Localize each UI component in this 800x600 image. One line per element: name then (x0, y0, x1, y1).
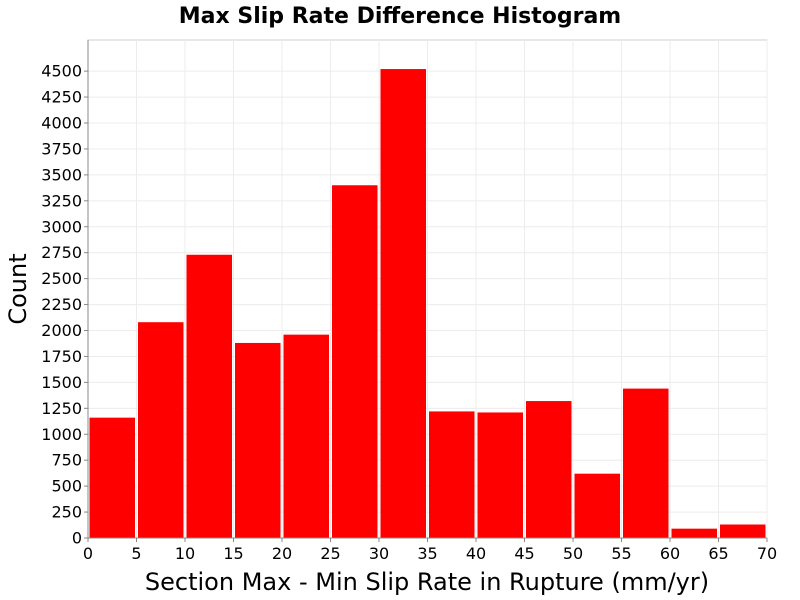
x-tick-label: 50 (563, 544, 583, 563)
histogram-bar (720, 524, 766, 538)
histogram-bar (526, 401, 572, 538)
y-tick-label: 500 (51, 477, 82, 496)
y-tick-label: 2750 (41, 243, 82, 262)
y-tick-label: 3250 (41, 191, 82, 210)
chart-title: Max Slip Rate Difference Histogram (179, 4, 621, 29)
histogram-bar (89, 417, 135, 538)
y-axis-ticks: 0 250 500 750 1000 1250 1500 1750 2000 2250 2500 27… (41, 62, 88, 548)
histogram-bar (477, 412, 523, 538)
x-tick-label: 40 (466, 544, 486, 563)
x-tick-label: 55 (611, 544, 631, 563)
x-tick-label: 60 (660, 544, 680, 563)
y-axis-label: Count (4, 253, 32, 324)
x-tick-label: 45 (514, 544, 534, 563)
y-tick-label: 3000 (41, 217, 82, 236)
y-tick-label: 2000 (41, 321, 82, 340)
y-tick-label: 1750 (41, 347, 82, 366)
x-tick-label: 0 (83, 544, 93, 563)
y-tick-label: 1000 (41, 425, 82, 444)
y-tick-label: 250 (51, 503, 82, 522)
y-tick-label: 1500 (41, 373, 82, 392)
histogram-bar (429, 411, 475, 538)
x-tick-label: 15 (223, 544, 243, 563)
histogram-bar (138, 322, 184, 538)
x-tick-label: 25 (320, 544, 340, 563)
histogram-bar (574, 473, 620, 538)
y-tick-label: 750 (51, 451, 82, 470)
bars (89, 69, 766, 539)
x-tick-label: 35 (417, 544, 437, 563)
histogram-bar (332, 185, 378, 538)
y-tick-label: 4250 (41, 88, 82, 107)
y-tick-label: 2250 (41, 295, 82, 314)
y-tick-label: 2500 (41, 269, 82, 288)
y-tick-label: 3750 (41, 139, 82, 158)
x-tick-label: 70 (757, 544, 777, 563)
y-tick-label: 3500 (41, 165, 82, 184)
histogram-bar (623, 388, 669, 538)
x-axis-ticks: 0 5 10 15 20 25 30 35 40 45 50 55 60 65 70 (83, 538, 777, 563)
y-tick-label: 4500 (41, 62, 82, 81)
x-tick-label: 30 (369, 544, 389, 563)
histogram-bar (235, 342, 281, 538)
x-tick-label: 10 (175, 544, 195, 563)
histogram-bar (671, 528, 717, 538)
x-tick-label: 5 (131, 544, 141, 563)
y-tick-label: 4000 (41, 114, 82, 133)
histogram-bar (380, 69, 426, 539)
y-tick-label: 0 (72, 529, 82, 548)
x-axis-label: Section Max - Min Slip Rate in Rupture (… (145, 568, 709, 596)
y-tick-label: 1250 (41, 399, 82, 418)
histogram-bar (283, 334, 329, 538)
histogram-bar (186, 254, 232, 538)
x-tick-label: 20 (272, 544, 292, 563)
x-tick-label: 65 (708, 544, 728, 563)
